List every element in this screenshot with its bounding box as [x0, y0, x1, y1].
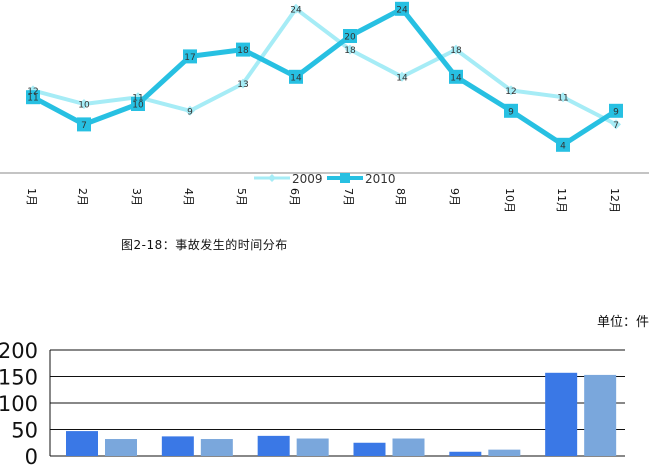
point-2010-9 — [449, 69, 463, 84]
y-tick-label-200: 200 — [0, 339, 38, 363]
data-label-2010-11: 4 — [560, 141, 566, 151]
bar-group-1-series-2 — [105, 439, 137, 456]
point-2010-12 — [609, 103, 623, 118]
y-tick-label-0: 0 — [25, 445, 38, 465]
point-2010-10 — [504, 103, 518, 118]
x-tick-label-9: 9月 — [448, 188, 461, 206]
x-tick-label-5: 5月 — [235, 188, 248, 206]
data-label-2009-2: 10 — [78, 101, 90, 111]
point-2009-10 — [506, 85, 516, 96]
point-2010-1 — [26, 90, 40, 105]
x-tick-label-12: 12月 — [608, 188, 621, 213]
data-label-2010-7: 20 — [344, 33, 356, 43]
legend-label-2010: 2010 — [365, 172, 396, 186]
data-label-2009-1: 12 — [27, 87, 38, 97]
data-label-2009-10: 12 — [505, 87, 516, 97]
point-2010-2 — [77, 117, 91, 132]
bar-group-1-series-1 — [66, 431, 98, 456]
bar-group-3-series-1 — [257, 435, 290, 456]
point-2010-3 — [131, 97, 145, 111]
data-label-2009-9: 18 — [450, 46, 462, 56]
data-label-2010-9: 14 — [450, 73, 462, 83]
data-label-2010-4: 17 — [184, 53, 195, 63]
bar-group-5-series-1 — [449, 451, 482, 456]
legend-marker-2010 — [340, 173, 350, 183]
point-2009-12 — [611, 119, 621, 130]
data-label-2010-2: 7 — [81, 121, 87, 131]
x-tick-label-1: 1月 — [25, 188, 38, 206]
data-label-2010-5: 18 — [237, 46, 249, 56]
point-2010-7 — [343, 29, 357, 43]
chart-caption: 图2-18：事故发生的时间分布 — [121, 238, 288, 252]
point-2009-7 — [345, 44, 355, 55]
data-label-2010-8: 24 — [396, 5, 408, 15]
point-2009-9 — [451, 44, 461, 55]
bar-group-4-series-2 — [392, 438, 425, 456]
unit-label: 单位：件 — [596, 315, 649, 330]
point-2010-4 — [183, 49, 197, 64]
data-label-2009-12: 7 — [613, 121, 619, 131]
legend-marker-2009 — [268, 174, 276, 182]
data-label-2009-3: 11 — [132, 94, 143, 104]
point-2010-11 — [556, 137, 570, 152]
bar-group-4-series-1 — [353, 442, 386, 456]
data-label-2009-4: 9 — [187, 107, 193, 117]
point-2009-5 — [238, 78, 248, 89]
data-label-2010-3: 10 — [132, 101, 144, 111]
x-tick-label-11: 11月 — [555, 188, 568, 213]
point-2010-8 — [395, 1, 409, 16]
bar-group-5-series-2 — [488, 449, 521, 456]
series-line-2010 — [31, 6, 618, 148]
bar-group-6-series-1 — [545, 372, 578, 456]
data-label-2010-12: 9 — [613, 107, 619, 117]
data-label-2010-6: 14 — [290, 73, 302, 83]
data-label-2009-11: 11 — [557, 94, 568, 104]
point-2010-5 — [236, 42, 250, 57]
data-label-2009-7: 18 — [344, 46, 356, 56]
point-2009-6 — [291, 3, 301, 14]
data-label-2009-8: 14 — [396, 73, 408, 83]
point-2009-8 — [397, 71, 407, 82]
accidents-line-chart: 1210119132418141812117117101718142024149… — [0, 1, 649, 213]
y-tick-label-50: 50 — [11, 419, 38, 443]
x-tick-label-8: 8月 — [394, 188, 407, 206]
data-label-2009-6: 24 — [290, 5, 302, 15]
y-tick-label-100: 100 — [0, 392, 38, 416]
series-line-2009 — [32, 6, 617, 127]
x-tick-label-4: 4月 — [182, 188, 195, 206]
bar-group-2-series-2 — [200, 439, 233, 456]
data-label-2010-10: 9 — [508, 107, 514, 117]
y-tick-label-150: 150 — [0, 366, 38, 390]
bar-group-2-series-1 — [161, 436, 194, 456]
data-label-2010-1: 11 — [27, 94, 38, 104]
x-tick-label-3: 3月 — [130, 188, 143, 206]
point-2009-2 — [79, 99, 89, 109]
point-2009-11 — [558, 92, 568, 103]
point-2010-6 — [289, 69, 303, 84]
bar-group-6-series-2 — [584, 374, 617, 456]
x-tick-label-6: 6月 — [288, 188, 301, 206]
data-label-2009-5: 13 — [237, 80, 248, 90]
legend: 2009 2010 — [254, 172, 396, 186]
legend-label-2009: 2009 — [292, 172, 323, 186]
x-tick-label-2: 2月 — [76, 188, 89, 206]
x-tick-label-7: 7月 — [342, 188, 355, 206]
x-tick-label-10: 10月 — [503, 188, 516, 213]
bar-group-3-series-2 — [296, 438, 329, 456]
point-2009-4 — [185, 105, 195, 116]
